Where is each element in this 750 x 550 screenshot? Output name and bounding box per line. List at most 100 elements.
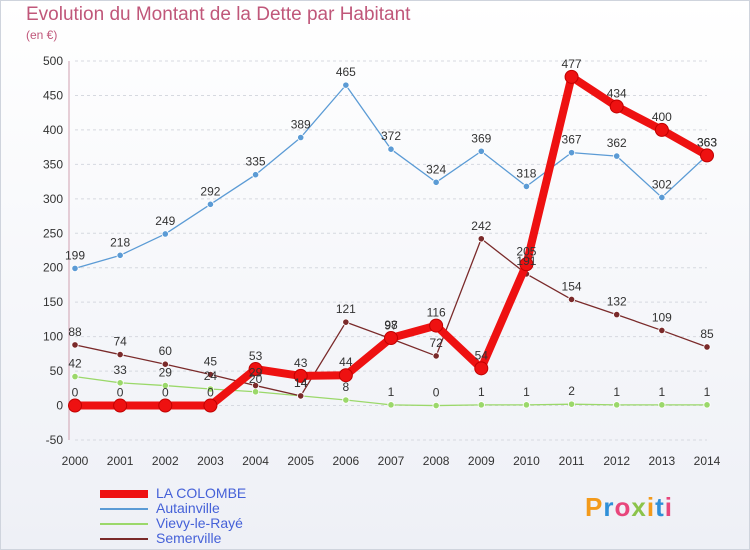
data-label: 400	[652, 110, 672, 124]
data-label: 1	[659, 385, 666, 399]
data-point	[161, 381, 169, 390]
data-point	[609, 99, 624, 114]
data-label: 369	[471, 131, 491, 145]
data-label: 14	[294, 376, 308, 390]
data-point	[654, 122, 669, 137]
logo-letter: t	[655, 492, 665, 522]
data-point	[432, 401, 440, 410]
data-label: 218	[110, 235, 130, 249]
legend-label-semerville: Semerville	[156, 530, 222, 546]
data-point	[206, 385, 215, 393]
data-label: 8	[343, 380, 350, 394]
chart-title: Evolution du Montant de la Dette par Hab…	[26, 4, 411, 25]
data-point	[297, 133, 305, 142]
data-label: 1	[388, 385, 395, 399]
data-point	[613, 152, 621, 160]
logo-letter: i	[664, 492, 673, 522]
data-point	[567, 400, 576, 408]
data-label: 29	[159, 366, 173, 380]
data-label: 465	[336, 65, 356, 79]
data-label: 45	[204, 355, 218, 369]
y-tick-label: -50	[46, 433, 64, 447]
logo-letter: i	[646, 492, 656, 522]
x-tick-label: 2002	[152, 454, 179, 468]
x-tick-label: 2010	[513, 454, 540, 468]
data-point	[522, 182, 531, 191]
data-point	[658, 193, 666, 202]
data-label: 97	[384, 319, 398, 333]
data-point	[522, 401, 531, 409]
data-label: 362	[607, 136, 627, 150]
x-tick-label: 2005	[287, 454, 314, 468]
data-point	[477, 147, 485, 155]
data-point	[116, 350, 124, 359]
x-tick-label: 2009	[468, 454, 495, 468]
y-tick-label: 150	[43, 295, 63, 309]
data-label: 74	[113, 335, 127, 349]
x-tick-label: 2007	[378, 454, 405, 468]
data-label: 60	[159, 344, 173, 358]
data-point	[161, 360, 169, 368]
data-point	[613, 310, 621, 319]
data-point	[432, 352, 440, 360]
data-label: 0	[162, 386, 169, 400]
series-line	[74, 84, 708, 270]
data-label: 43	[294, 356, 308, 370]
data-point	[700, 148, 714, 163]
legend-label-vievy: Vievy-le-Rayé	[156, 515, 243, 531]
data-label: 292	[200, 184, 220, 198]
x-tick-label: 2008	[423, 454, 450, 468]
data-label: 53	[249, 349, 263, 363]
data-label: 0	[433, 386, 440, 400]
data-label: 363	[697, 135, 717, 149]
data-point	[342, 396, 350, 404]
y-tick-label: 0	[56, 399, 63, 413]
data-label: 199	[65, 248, 85, 262]
data-label: 0	[207, 386, 214, 400]
data-point	[519, 257, 534, 272]
data-point	[251, 388, 260, 396]
data-label: 109	[652, 310, 672, 324]
legend-label-la-colombe: LA COLOMBE	[156, 485, 247, 501]
data-point	[161, 230, 169, 238]
y-tick-label: 400	[43, 123, 63, 137]
data-label: 318	[516, 166, 536, 180]
y-tick-label: 300	[43, 192, 63, 206]
data-point	[68, 398, 82, 413]
data-point	[206, 370, 215, 379]
legend-swatch-semerville	[100, 538, 148, 540]
data-point	[342, 318, 350, 326]
x-tick-label: 2014	[694, 454, 721, 468]
logo-letter: x	[631, 492, 647, 522]
data-label: 20	[249, 372, 263, 386]
data-label: 24	[204, 369, 218, 383]
data-point	[384, 331, 398, 346]
data-label: 29	[249, 366, 263, 380]
data-label: 33	[113, 363, 127, 377]
data-label: 302	[652, 177, 672, 191]
y-tick-label: 450	[43, 88, 63, 102]
data-point	[567, 149, 576, 157]
data-point	[158, 398, 173, 413]
legend-label-autainville: Autainville	[156, 500, 220, 516]
data-point	[248, 362, 263, 377]
x-tick-label: 2013	[649, 454, 676, 468]
x-tick-label: 2000	[62, 454, 89, 468]
data-label: 1	[613, 385, 620, 399]
data-point	[293, 368, 308, 383]
data-point	[564, 69, 579, 84]
data-label: 205	[516, 244, 536, 258]
data-point	[658, 326, 666, 335]
data-label: 1	[704, 385, 711, 399]
proxiti-logo: Proxiti	[585, 492, 673, 523]
data-point	[116, 379, 124, 387]
legend-swatch-la-colombe	[100, 490, 148, 498]
data-label: 389	[291, 117, 311, 131]
x-tick-label: 2003	[197, 454, 224, 468]
data-label: 44	[339, 355, 353, 369]
data-point	[116, 251, 124, 259]
data-label: 2	[568, 384, 575, 398]
data-point	[477, 235, 485, 243]
